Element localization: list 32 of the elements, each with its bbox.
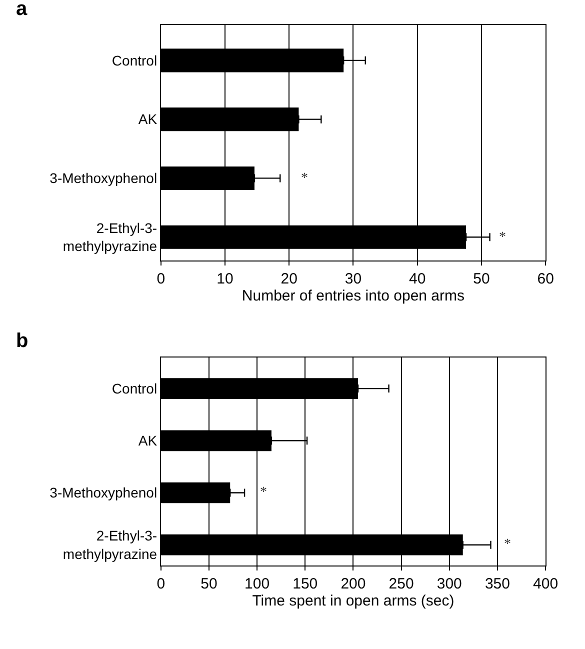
x-tick-label: 0: [156, 576, 166, 593]
x-tick-label: 250: [388, 576, 414, 593]
x-tick-label: 40: [408, 270, 426, 288]
text: a: [16, 0, 28, 20]
text: b: [16, 330, 28, 352]
x-tick-label: 150: [292, 576, 318, 593]
y-tick-label: Control: [112, 52, 158, 68]
y-tick-label: 3-Methoxyphenol: [50, 484, 158, 501]
y-tick-label: Control: [112, 380, 158, 396]
y-tick-label: 2-Ethyl-3-methylpyrazine: [62, 220, 158, 254]
annotation: *: [301, 171, 308, 186]
x-tick-label: 60: [537, 270, 554, 288]
annotation: *: [504, 537, 511, 552]
y-tick-label: 3-Methoxyphenol: [50, 170, 158, 186]
x-tick-label: 10: [216, 270, 234, 288]
x-tick-label: 100: [244, 576, 270, 593]
x-tick-label: 300: [436, 576, 462, 593]
annotation: *: [260, 485, 267, 500]
x-axis-title: Number of entries into open arms: [242, 288, 465, 305]
x-tick-label: 30: [344, 270, 362, 288]
y-tick-label: 2-Ethyl-3-methylpyrazine: [62, 528, 158, 562]
x-tick-label: 400: [533, 576, 558, 593]
x-tick-label: 200: [340, 576, 366, 593]
y-tick-label: AK: [138, 111, 158, 128]
x-tick-label: 50: [200, 576, 218, 593]
x-tick-label: 350: [484, 576, 510, 593]
x-tick-label: 0: [156, 270, 166, 288]
y-tick-label: AK: [138, 432, 158, 449]
x-tick-label: 50: [473, 270, 490, 288]
annotation: *: [499, 230, 506, 245]
x-axis-title: Time spent in open arms (sec): [252, 592, 454, 610]
x-tick-label: 20: [280, 270, 298, 288]
